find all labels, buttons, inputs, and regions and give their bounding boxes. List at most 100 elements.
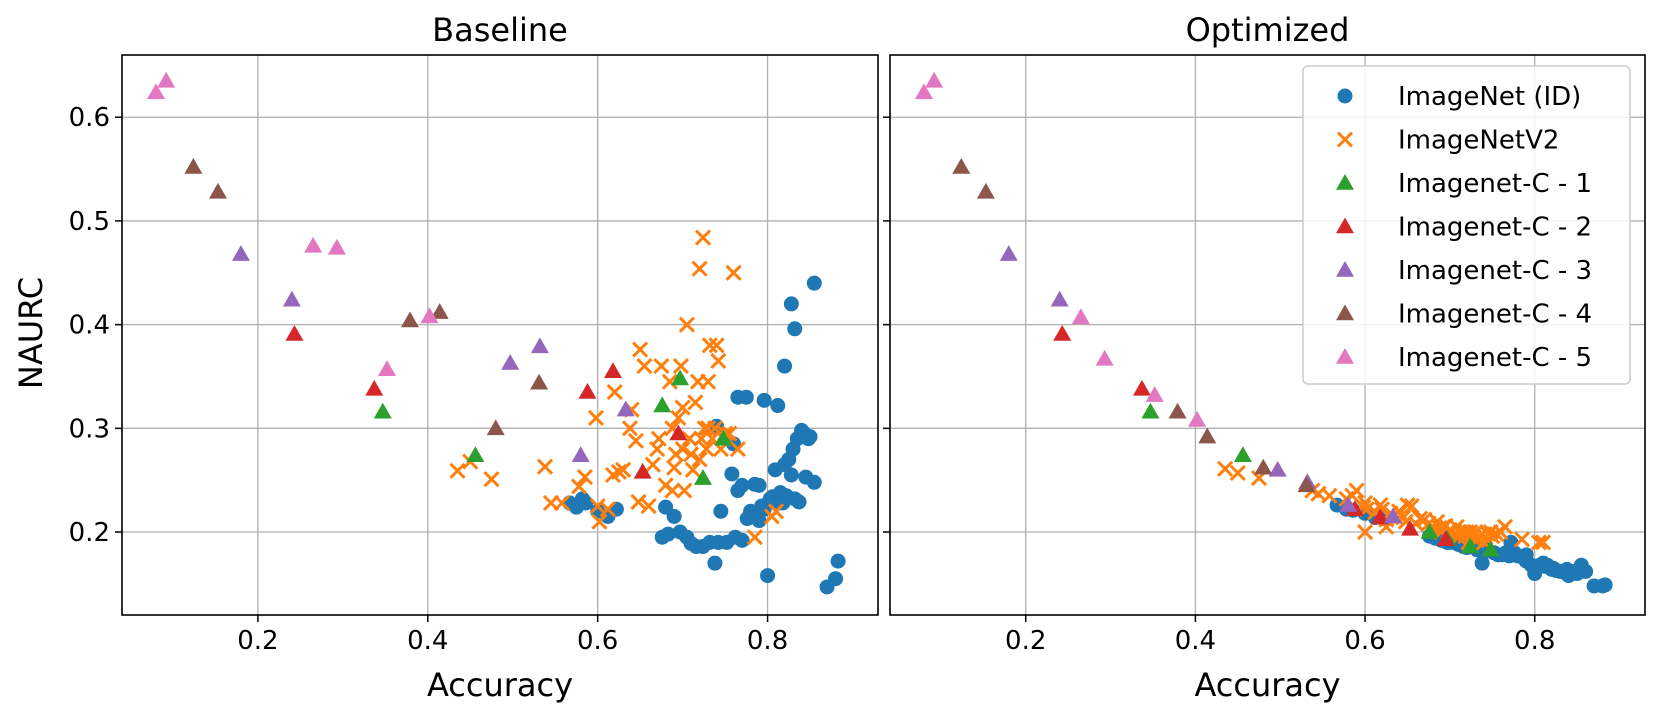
data-point bbox=[1578, 563, 1594, 579]
data-point bbox=[1474, 555, 1490, 571]
y-tick-label: 0.2 bbox=[69, 518, 110, 548]
data-point bbox=[770, 398, 786, 414]
series-imagenetv2 bbox=[449, 229, 785, 546]
legend-label: Imagenet-C - 3 bbox=[1398, 256, 1592, 286]
data-point bbox=[1254, 458, 1273, 475]
data-point bbox=[146, 83, 165, 100]
data-point bbox=[466, 446, 485, 463]
data-point bbox=[678, 316, 695, 333]
data-point bbox=[373, 402, 392, 419]
legend-marker bbox=[1336, 261, 1354, 277]
data-point bbox=[1401, 519, 1420, 536]
legend-marker bbox=[1336, 348, 1354, 364]
data-point bbox=[1168, 402, 1187, 419]
x-tick-label: 0.8 bbox=[1514, 626, 1555, 656]
data-point bbox=[1132, 379, 1151, 396]
data-point bbox=[1356, 523, 1374, 541]
x-tick-label: 0.4 bbox=[407, 626, 448, 656]
data-point bbox=[640, 498, 657, 515]
data-point bbox=[672, 358, 689, 375]
data-point bbox=[1233, 446, 1252, 463]
data-point bbox=[615, 461, 632, 478]
panel-baseline: 0.2 0.4 0.6 0.8 0.2 0.3 0.4 0.5 0.6 Baseline Accur… bbox=[69, 11, 879, 704]
data-point bbox=[285, 324, 304, 341]
data-point bbox=[1461, 537, 1480, 554]
data-point bbox=[1436, 530, 1455, 547]
series-imagenet-c-4 bbox=[952, 158, 1316, 493]
legend-entry: Imagenet-C - 1 bbox=[1336, 169, 1592, 199]
data-point bbox=[1530, 534, 1548, 551]
data-point bbox=[570, 478, 588, 495]
data-point bbox=[1597, 577, 1613, 593]
data-point bbox=[681, 430, 698, 447]
data-point bbox=[914, 83, 933, 100]
data-point bbox=[671, 369, 690, 386]
data-point bbox=[1518, 547, 1534, 563]
y-axis-label: NAURC bbox=[12, 277, 50, 389]
data-point bbox=[734, 532, 750, 548]
legend-entry: ImageNetV2 bbox=[1336, 126, 1559, 156]
data-point bbox=[1339, 496, 1358, 512]
data-point bbox=[683, 446, 700, 463]
data-point bbox=[701, 337, 718, 354]
data-point bbox=[1217, 460, 1234, 477]
y-tick-label: 0.4 bbox=[69, 311, 110, 341]
data-point bbox=[589, 498, 606, 515]
data-point bbox=[576, 469, 594, 486]
series-imagenet-c-2 bbox=[285, 324, 688, 479]
data-point bbox=[751, 477, 767, 493]
data-point bbox=[599, 501, 616, 518]
data-point bbox=[644, 456, 661, 473]
data-point bbox=[1141, 402, 1160, 419]
data-point bbox=[783, 467, 799, 483]
data-point bbox=[327, 238, 346, 255]
legend-label: Imagenet-C - 2 bbox=[1398, 213, 1592, 243]
data-point bbox=[725, 264, 742, 281]
data-point bbox=[674, 441, 691, 458]
data-point bbox=[791, 494, 807, 510]
data-point bbox=[610, 463, 627, 480]
data-point bbox=[787, 321, 803, 337]
data-point bbox=[713, 503, 729, 519]
legend-label: ImageNetV2 bbox=[1398, 126, 1559, 156]
data-point bbox=[633, 462, 652, 479]
data-point bbox=[1145, 386, 1164, 402]
data-point bbox=[1420, 523, 1439, 539]
data-point bbox=[976, 182, 995, 199]
data-point bbox=[658, 499, 674, 515]
data-point bbox=[1371, 508, 1390, 525]
data-point bbox=[676, 482, 693, 499]
series-imagenet-id bbox=[562, 275, 846, 595]
series-imagenet-c-1 bbox=[373, 369, 733, 485]
data-point bbox=[768, 503, 785, 520]
data-point bbox=[783, 296, 799, 312]
data-point bbox=[304, 236, 323, 253]
data-point bbox=[1053, 324, 1072, 341]
chart-title: Baseline bbox=[432, 11, 568, 49]
legend-entry: Imagenet-C - 5 bbox=[1336, 343, 1592, 373]
data-point bbox=[553, 494, 571, 512]
data-point bbox=[669, 424, 688, 441]
data-point bbox=[650, 430, 667, 447]
data-point bbox=[1484, 528, 1501, 545]
y-tick-label: 0.6 bbox=[69, 103, 110, 133]
legend-marker bbox=[1336, 174, 1354, 190]
data-point bbox=[700, 420, 717, 437]
data-point bbox=[501, 354, 520, 370]
data-point bbox=[530, 373, 549, 390]
panel-optimized: 0.2 0.4 0.6 0.8 Optimized Accuracy bbox=[883, 11, 1646, 704]
data-point bbox=[621, 420, 639, 437]
data-point bbox=[653, 358, 670, 375]
data-point bbox=[806, 474, 822, 490]
data-point bbox=[925, 71, 944, 88]
data-point bbox=[694, 229, 712, 246]
data-point bbox=[616, 400, 635, 417]
data-point bbox=[571, 446, 590, 463]
data-point bbox=[483, 471, 500, 488]
legend-entry: Imagenet-C - 2 bbox=[1336, 213, 1592, 243]
legend-label: Imagenet-C - 4 bbox=[1398, 300, 1592, 330]
x-axis-label: Accuracy bbox=[427, 666, 573, 704]
data-point bbox=[184, 158, 203, 174]
data-point bbox=[1229, 464, 1246, 481]
